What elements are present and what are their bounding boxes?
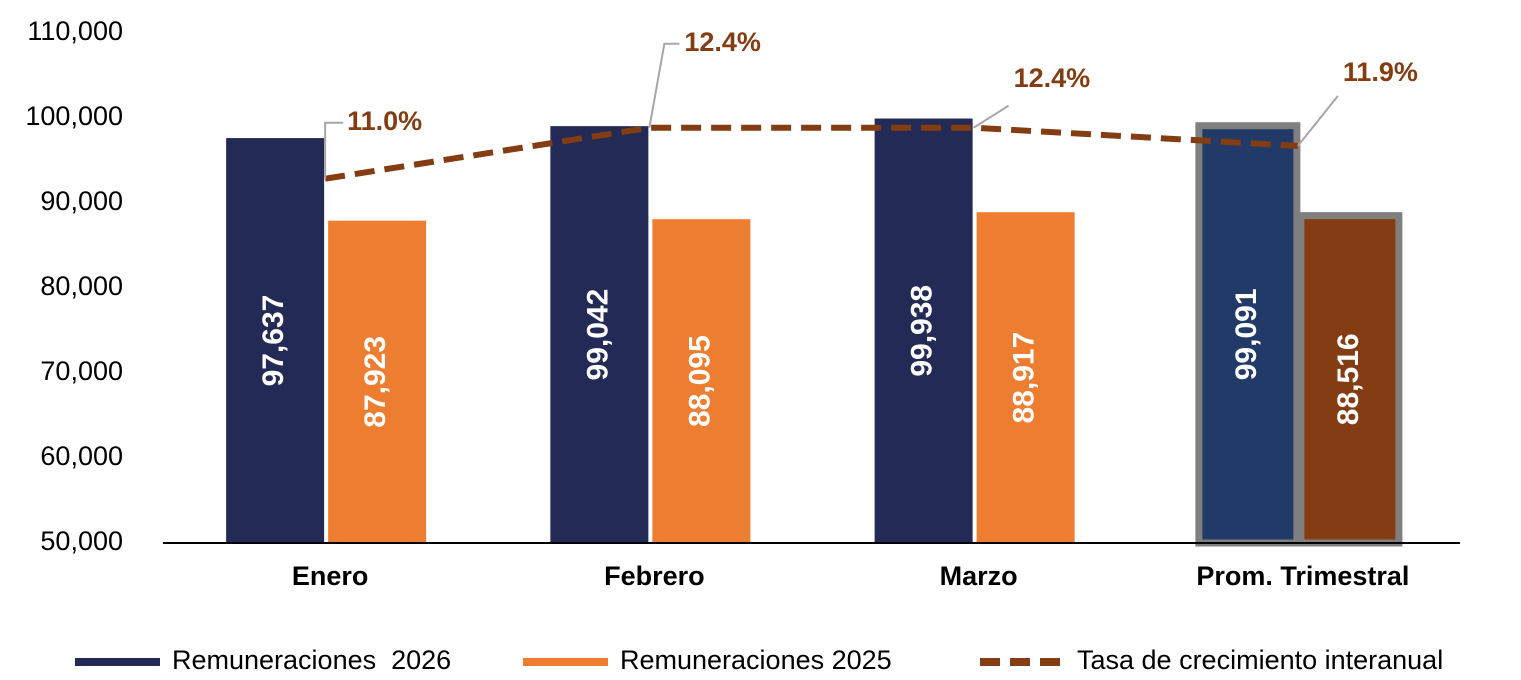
line-series: [324, 124, 1299, 182]
y-tick-label: 70,000: [40, 356, 123, 386]
leader-line: [648, 42, 680, 128]
bar: [550, 126, 649, 543]
y-tick-label: 50,000: [40, 526, 123, 556]
leader-line: [1297, 95, 1339, 147]
bar: [1297, 212, 1403, 547]
bar-value-label: 87,923: [359, 336, 392, 428]
bar-value-label: 88,917: [1008, 332, 1041, 424]
bar-value-label: 99,938: [906, 285, 939, 377]
legend-label: Remuneraciones 2026: [172, 645, 451, 675]
bar-value-label: 88,095: [683, 335, 716, 427]
x-tick-label: Prom. Trimestral: [1196, 561, 1409, 591]
bar-value-label: 99,042: [581, 289, 614, 381]
line-value-label: 12.4%: [1014, 63, 1091, 93]
y-tick-label: 100,000: [25, 101, 123, 131]
bar: [328, 220, 427, 544]
bar: [226, 138, 325, 543]
legend-label: Tasa de crecimiento interanual: [1077, 645, 1443, 675]
x-tick-label: Febrero: [604, 561, 705, 591]
line-value-label: 12.4%: [684, 27, 761, 57]
legend-label: Remuneraciones 2025: [620, 645, 892, 675]
bar: [1195, 122, 1301, 547]
bar-value-label: 99,091: [1230, 288, 1263, 380]
leader-line: [973, 104, 1010, 129]
leader-line: [324, 121, 344, 179]
y-tick-label: 60,000: [40, 441, 123, 471]
x-tick-label: Enero: [292, 561, 369, 591]
y-tick-label: 90,000: [40, 186, 123, 216]
y-tick-label: 110,000: [27, 16, 123, 46]
y-tick-label: 80,000: [40, 271, 123, 301]
bar-value-label: 97,637: [257, 295, 290, 387]
line-value-label: 11.0%: [347, 106, 422, 136]
x-tick-label: Marzo: [940, 561, 1018, 591]
bar-value-label: 88,516: [1332, 333, 1365, 425]
bar: [976, 212, 1075, 543]
bar: [652, 219, 751, 543]
line-value-label: 11.9%: [1343, 57, 1418, 87]
bar: [874, 118, 973, 543]
